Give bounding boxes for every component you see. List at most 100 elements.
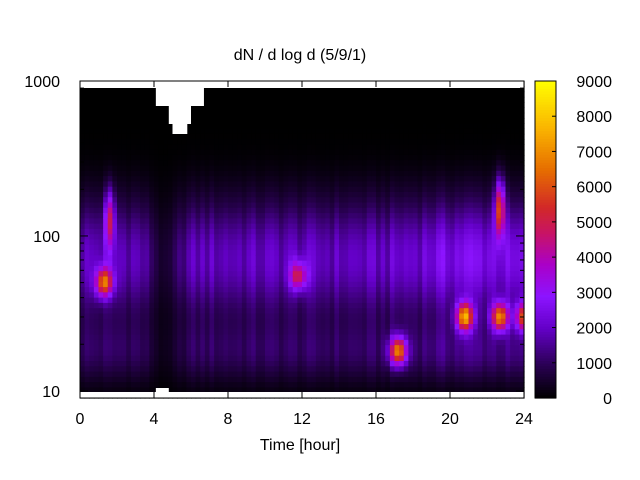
- heatmap-cell: [140, 165, 146, 172]
- heatmap-cell: [177, 133, 183, 140]
- heatmap-cell: [459, 313, 465, 320]
- heatmap-cell: [422, 308, 428, 315]
- heatmap-cell: [417, 144, 423, 151]
- heatmap-cell: [89, 228, 95, 235]
- heatmap-cell: [228, 218, 234, 225]
- heatmap-cell: [251, 287, 257, 293]
- heatmap-cell: [325, 387, 331, 394]
- heatmap-cell: [399, 318, 405, 325]
- heatmap-cell: [84, 186, 90, 193]
- heatmap-cell: [362, 371, 368, 378]
- heatmap-cell: [394, 387, 400, 394]
- heatmap-cell: [426, 197, 433, 204]
- heatmap-cell: [278, 213, 285, 219]
- heatmap-cell: [126, 329, 132, 336]
- heatmap-cell: [260, 176, 266, 182]
- heatmap-cell: [376, 160, 382, 167]
- heatmap-cell: [228, 123, 234, 130]
- heatmap-cell: [84, 197, 90, 204]
- heatmap-cell: [422, 144, 428, 151]
- heatmap-cell: [380, 91, 386, 98]
- heatmap-cell: [117, 176, 123, 182]
- heatmap-cell: [278, 371, 285, 378]
- heatmap-cell: [214, 334, 220, 341]
- heatmap-cell: [89, 144, 95, 151]
- heatmap-cell: [399, 355, 405, 362]
- heatmap-cell: [167, 234, 174, 241]
- heatmap-cell: [440, 117, 446, 124]
- heatmap-cell: [371, 376, 377, 383]
- heatmap-cell: [204, 366, 211, 373]
- heatmap-cell: [352, 292, 359, 299]
- heatmap-cell: [223, 107, 229, 114]
- heatmap-cell: [84, 318, 90, 325]
- heatmap-cell: [117, 334, 123, 341]
- heatmap-cell: [117, 96, 123, 103]
- heatmap-cell: [232, 324, 238, 330]
- heatmap-cell: [389, 318, 396, 325]
- heatmap-cell: [223, 281, 229, 288]
- heatmap-cell: [408, 313, 414, 320]
- heatmap-cell: [103, 387, 109, 394]
- heatmap-cell: [278, 176, 285, 182]
- heatmap-cell: [93, 186, 100, 193]
- heatmap-cell: [306, 154, 312, 161]
- heatmap-cell: [265, 218, 271, 225]
- heatmap-cell: [121, 223, 127, 230]
- heatmap-cell: [408, 324, 414, 330]
- heatmap-cell: [255, 213, 261, 219]
- heatmap-cell: [292, 139, 298, 145]
- heatmap-cell: [403, 255, 409, 262]
- heatmap-cell: [260, 308, 266, 315]
- heatmap-cell: [292, 339, 298, 346]
- heatmap-cell: [191, 302, 197, 309]
- heatmap-cell: [357, 260, 363, 267]
- heatmap-cell: [366, 292, 372, 299]
- heatmap-cell: [140, 345, 146, 352]
- heatmap-cell: [265, 297, 271, 304]
- heatmap-cell: [431, 218, 437, 225]
- heatmap-cell: [445, 213, 451, 219]
- heatmap-cell: [380, 154, 386, 161]
- heatmap-cell: [445, 239, 451, 246]
- heatmap-cell: [140, 371, 146, 378]
- heatmap-cell: [218, 313, 224, 320]
- heatmap-cell: [80, 271, 86, 278]
- heatmap-cell: [426, 96, 433, 103]
- heatmap-cell: [117, 197, 123, 204]
- heatmap-cell: [450, 329, 456, 336]
- heatmap-cell: [288, 271, 294, 278]
- heatmap-cell: [366, 350, 372, 357]
- heatmap-cell: [306, 376, 312, 383]
- heatmap-cell: [209, 297, 215, 304]
- heatmap-cell: [107, 281, 113, 288]
- heatmap-cell: [297, 244, 303, 251]
- heatmap-cell: [195, 128, 201, 135]
- heatmap-cell: [352, 350, 359, 357]
- heatmap-cell: [135, 371, 141, 378]
- heatmap-cell: [380, 276, 386, 283]
- heatmap-cell: [191, 213, 197, 219]
- heatmap-cell: [80, 250, 86, 256]
- heatmap-cell: [445, 382, 451, 389]
- heatmap-cell: [426, 239, 433, 246]
- heatmap-cell: [135, 255, 141, 262]
- heatmap-cell: [269, 281, 275, 288]
- heatmap-cell: [440, 260, 446, 267]
- heatmap-cell: [117, 144, 123, 151]
- heatmap-cell: [450, 128, 456, 135]
- heatmap-cell: [426, 181, 433, 188]
- heatmap-cell: [297, 86, 303, 93]
- heatmap-cell: [186, 339, 192, 346]
- heatmap-cell: [144, 313, 150, 320]
- heatmap-cell: [98, 112, 104, 119]
- heatmap-cell: [181, 276, 187, 283]
- heatmap-cell: [436, 96, 442, 103]
- heatmap-cell: [228, 86, 234, 93]
- heatmap-cell: [177, 139, 183, 145]
- heatmap-cell: [130, 149, 137, 156]
- heatmap-cell: [223, 318, 229, 325]
- heatmap-cell: [413, 387, 419, 394]
- heatmap-cell: [348, 281, 354, 288]
- heatmap-cell: [200, 223, 206, 230]
